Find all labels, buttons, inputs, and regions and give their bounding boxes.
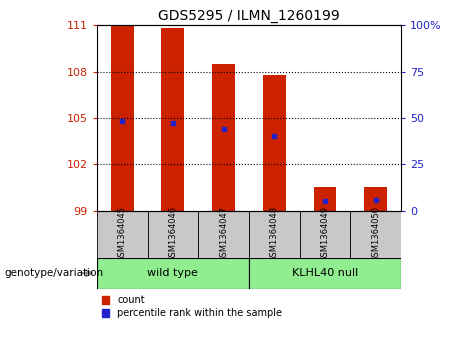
Text: genotype/variation: genotype/variation: [5, 268, 104, 278]
Bar: [111, 25, 134, 211]
Bar: [148, 211, 198, 258]
Bar: [350, 211, 401, 258]
Legend: count, percentile rank within the sample: count, percentile rank within the sample: [102, 295, 282, 318]
Title: GDS5295 / ILMN_1260199: GDS5295 / ILMN_1260199: [158, 9, 340, 23]
Bar: [364, 187, 387, 211]
Text: GSM1364048: GSM1364048: [270, 206, 279, 262]
Text: GSM1364049: GSM1364049: [320, 206, 330, 262]
Bar: [97, 258, 249, 289]
Bar: [249, 211, 300, 258]
Bar: [249, 258, 401, 289]
Bar: [97, 211, 148, 258]
Bar: [313, 187, 337, 211]
Text: wild type: wild type: [148, 268, 198, 278]
Text: GSM1364046: GSM1364046: [168, 206, 177, 262]
Text: KLHL40 null: KLHL40 null: [292, 268, 358, 278]
Bar: [161, 29, 184, 211]
Bar: [198, 211, 249, 258]
Bar: [263, 75, 286, 211]
Text: GSM1364050: GSM1364050: [371, 206, 380, 262]
Text: GSM1364047: GSM1364047: [219, 206, 228, 262]
Bar: [300, 211, 350, 258]
Bar: [212, 64, 235, 211]
Text: GSM1364045: GSM1364045: [118, 206, 127, 262]
